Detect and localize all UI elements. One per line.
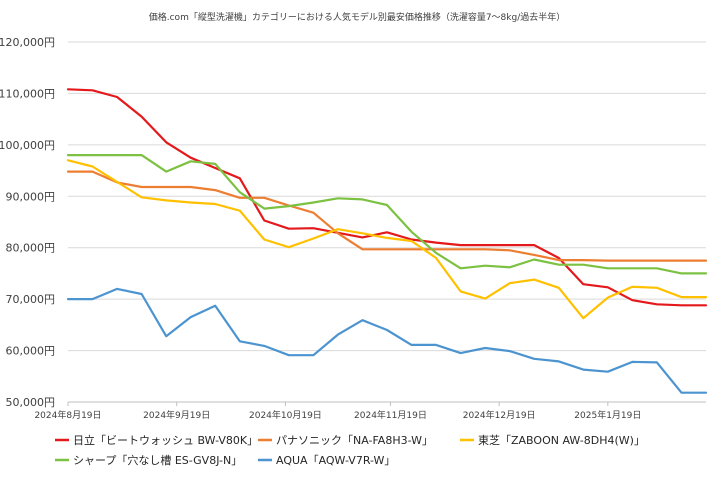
legend-label: 東芝「ZABOON AW-8DH4(W)」 bbox=[478, 434, 645, 447]
series-line-2 bbox=[66, 170, 708, 262]
x-tick-label: 2024年10月19日 bbox=[249, 409, 322, 421]
legend: 日立「ビートウォッシュ BW-V80K」 パナソニック「NA-FA8H3-W」 東芝… bbox=[55, 433, 645, 467]
x-tick-label: 2024年12月19日 bbox=[463, 409, 536, 421]
y-tick-label: 70,000円 bbox=[6, 293, 56, 306]
x-tick-label: 2024年9月19日 bbox=[143, 409, 210, 421]
legend-label: AQUA「AQW-V7R-W」 bbox=[276, 454, 395, 467]
chart-title: 価格.com「縦型洗濯機」カテゴリーにおける人気モデル別最安価格推移（洗濯容量7… bbox=[149, 11, 566, 23]
x-axis-tick-labels: 2024年8月19日 2024年9月19日 2024年10月19日 2024年11月1… bbox=[34, 402, 641, 421]
y-tick-label: 50,000円 bbox=[6, 396, 56, 409]
y-tick-label: 100,000円 bbox=[0, 139, 55, 152]
legend-label: シャープ「穴なし槽 ES-GV8J-N」 bbox=[73, 453, 242, 467]
y-tick-label: 80,000円 bbox=[6, 242, 56, 255]
series-line-3 bbox=[66, 159, 708, 320]
y-tick-label: 90,000円 bbox=[6, 190, 56, 203]
x-tick-label: 2024年8月19日 bbox=[34, 409, 101, 421]
series-line-4 bbox=[66, 154, 708, 275]
x-tick-label: 2024年11月19日 bbox=[354, 409, 427, 421]
legend-label: 日立「ビートウォッシュ BW-V80K」 bbox=[73, 433, 258, 447]
y-tick-label: 120,000円 bbox=[0, 36, 55, 49]
series-lines bbox=[66, 88, 708, 394]
x-tick-label: 2025年1月19日 bbox=[574, 409, 641, 421]
series-line-1 bbox=[66, 88, 708, 307]
series-line-5 bbox=[66, 287, 708, 394]
y-axis-tick-labels: 50,000円 60,000円 70,000円 80,000円 90,000円 100,0… bbox=[0, 36, 55, 409]
legend-label: パナソニック「NA-FA8H3-W」 bbox=[276, 434, 433, 447]
y-tick-label: 60,000円 bbox=[6, 345, 56, 358]
y-gridlines bbox=[68, 41, 706, 352]
y-tick-label: 110,000円 bbox=[0, 87, 55, 100]
